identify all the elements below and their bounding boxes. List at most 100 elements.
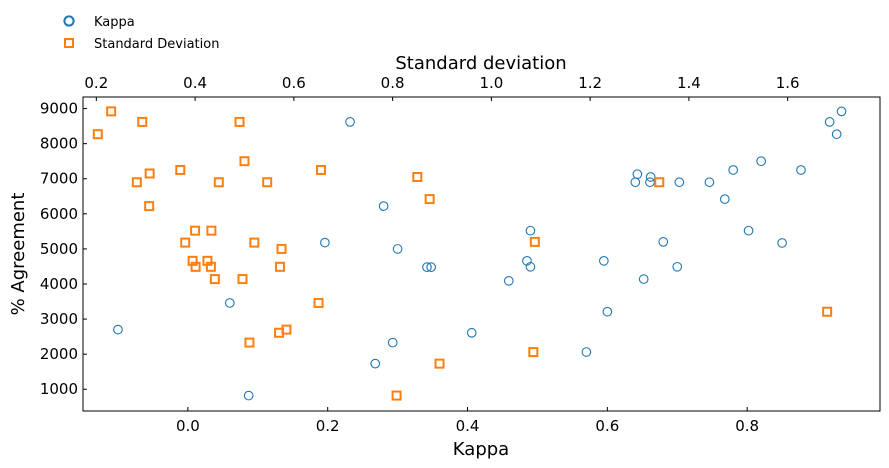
kappa-series: [113, 106, 847, 401]
data-series: [92, 106, 847, 401]
std-dev-point: [316, 164, 327, 175]
std-dev-point: [249, 237, 260, 248]
y-tick-label: 5000: [40, 240, 78, 258]
std-dev-point: [239, 156, 250, 167]
std-dev-point: [144, 168, 155, 179]
y-tick-label: 3000: [40, 310, 78, 328]
kappa-point: [743, 225, 754, 236]
std-dev-point: [244, 337, 255, 348]
std-dev-point: [92, 129, 103, 140]
kappa-point: [796, 165, 806, 175]
kappa-point: [645, 177, 655, 188]
std-dev-point: [209, 274, 220, 285]
top-tick-label: 1.2: [578, 74, 602, 92]
std-dev-point: [237, 274, 248, 285]
y-tick-label: 9000: [40, 100, 78, 118]
kappa-point: [370, 358, 381, 369]
std-dev-point: [213, 177, 224, 188]
plot-area: [82, 96, 881, 412]
kappa-point: [525, 261, 536, 272]
std-dev-point: [180, 237, 191, 248]
std-dev-point: [190, 225, 201, 236]
std-series: [92, 106, 833, 401]
std-dev-point: [528, 347, 539, 358]
kappa-point: [672, 261, 683, 272]
std-dev-point: [424, 194, 435, 205]
y-tick-label: 6000: [40, 205, 78, 223]
kappa-point: [658, 237, 669, 247]
top-tick-label: 1.0: [479, 74, 503, 92]
std-dev-point: [654, 177, 665, 188]
top-tick-label: 0.8: [381, 74, 405, 92]
kappa-point: [387, 337, 398, 348]
std-dev-point: [275, 261, 286, 272]
bottom-tick-label: 0.0: [176, 417, 200, 435]
kappa-point: [645, 172, 656, 182]
kappa-point: [756, 156, 766, 167]
kappa-point: [522, 255, 532, 266]
top-x-axis-title: Standard deviation: [395, 53, 566, 74]
y-axis-title: % Agreement: [8, 193, 29, 316]
kappa-point: [831, 129, 842, 140]
kappa-point: [728, 165, 739, 175]
bottom-x-axis-ticks: 0.0 0.2 0.4 0.6 0.8: [176, 407, 759, 435]
y-tick-label: 2000: [40, 345, 78, 363]
kappa-point: [243, 390, 254, 401]
legend-std-label: Standard Deviation: [94, 37, 219, 52]
y-axis-ticks: 1000 2000 3000 4000 5000 6000 7000 8000 9000: [40, 100, 87, 398]
kappa-point: [422, 262, 432, 273]
kappa-point: [392, 244, 403, 254]
kappa-point: [503, 275, 514, 286]
std-dev-point: [313, 297, 324, 308]
kappa-point: [525, 225, 536, 236]
kappa-point: [630, 177, 641, 188]
kappa-point: [836, 106, 847, 117]
legend: Kappa Standard Deviation: [63, 15, 219, 52]
kappa-point: [638, 274, 649, 284]
std-dev-point: [205, 261, 216, 272]
top-tick-label: 0.2: [84, 74, 108, 92]
kappa-point: [581, 347, 592, 357]
std-dev-point: [262, 177, 273, 188]
kappa-point: [345, 117, 355, 127]
std-dev-point: [434, 358, 445, 369]
y-tick-label: 7000: [40, 170, 78, 188]
kappa-point: [378, 201, 389, 211]
std-dev-point: [234, 116, 245, 127]
kappa-point: [598, 255, 609, 266]
bottom-tick-label: 0.2: [316, 417, 340, 435]
y-tick-label: 8000: [40, 135, 78, 153]
legend-std-marker: [64, 38, 74, 48]
top-tick-label: 1.6: [776, 74, 800, 92]
legend-kappa-label: Kappa: [94, 15, 135, 30]
std-dev-point: [206, 225, 217, 236]
kappa-point: [719, 194, 730, 204]
bottom-tick-label: 0.6: [595, 417, 619, 435]
top-tick-label: 0.6: [282, 74, 306, 92]
kappa-point: [824, 117, 835, 127]
bottom-x-axis-title: Kappa: [453, 439, 509, 460]
std-dev-point: [137, 116, 148, 127]
legend-kappa-marker: [63, 15, 75, 27]
bottom-tick-label: 0.8: [735, 417, 759, 435]
std-dev-point: [190, 261, 201, 272]
kappa-point: [704, 177, 715, 188]
std-dev-point: [412, 171, 423, 182]
kappa-point: [466, 327, 477, 338]
bottom-tick-label: 0.4: [456, 417, 480, 435]
kappa-point: [224, 298, 235, 308]
kappa-point: [113, 324, 123, 335]
std-dev-point: [276, 243, 287, 254]
top-tick-label: 0.4: [183, 74, 207, 92]
std-dev-point: [131, 177, 142, 188]
kappa-point: [602, 306, 613, 317]
kappa-point: [320, 237, 330, 248]
kappa-point: [777, 238, 787, 248]
std-dev-point: [175, 164, 186, 175]
kappa-point: [426, 262, 437, 273]
std-dev-point: [822, 306, 833, 317]
kappa-point: [674, 177, 685, 188]
kappa-point: [632, 169, 643, 180]
std-dev-point: [529, 236, 540, 247]
